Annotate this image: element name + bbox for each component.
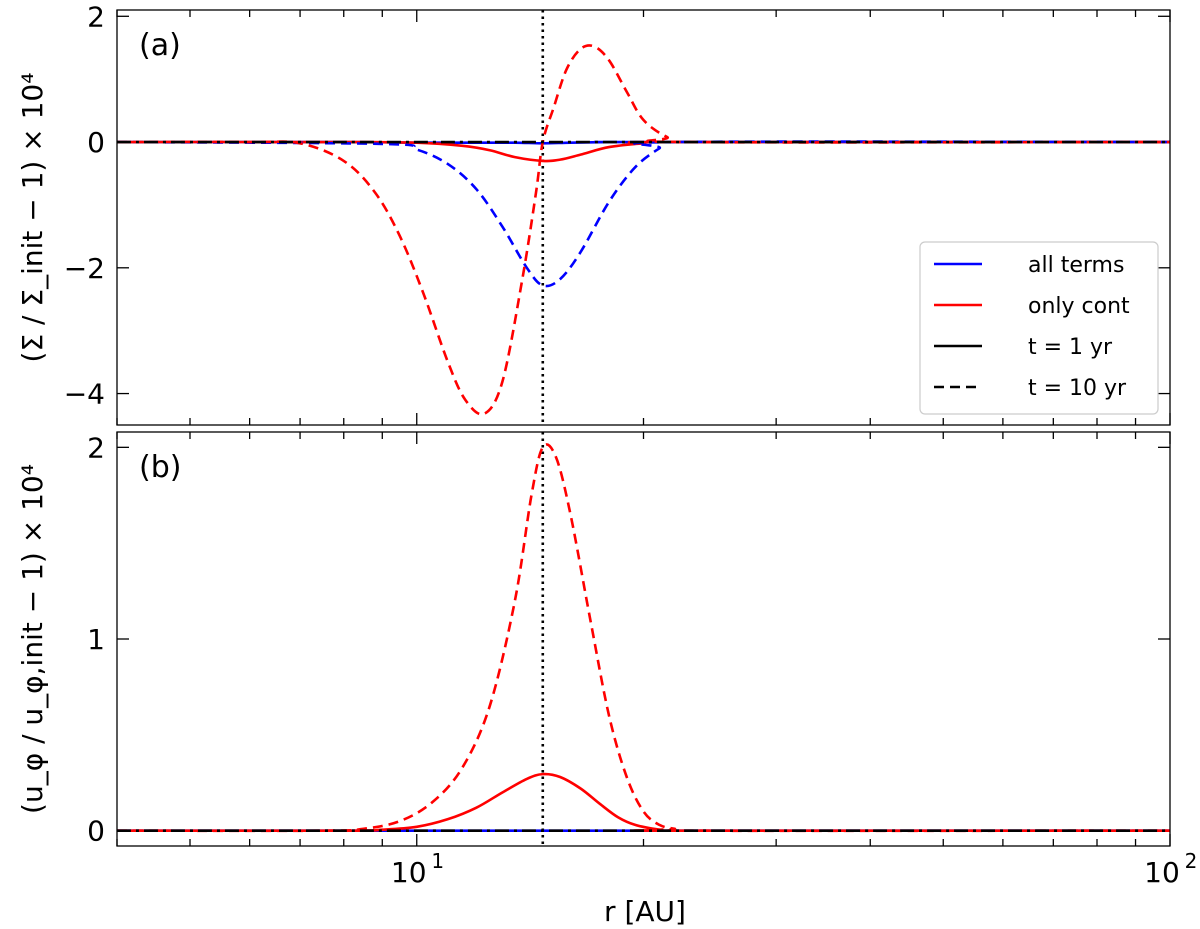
y-tick-label: −2: [64, 252, 105, 285]
legend-label-3: t = 1 yr: [1028, 335, 1113, 360]
legend: all terms only cont t = 1 yr t = 10 yr: [919, 241, 1159, 415]
y-tick-label: 0: [87, 126, 105, 159]
series-line-solid-red: [117, 772, 1170, 833]
series-line-dashed-red: [117, 44, 1170, 416]
x-tick-exponent: 1: [431, 849, 444, 873]
series-group: [117, 443, 1170, 833]
x-tick-labels: 10 1 10 2: [391, 849, 1197, 889]
axes-frame: [116, 9, 1171, 426]
x-axis-label-group: r [AU]: [604, 895, 686, 928]
panel-a: 2 0 −2 −4 (a) (Σ / Σ_init − 1) × 10⁴: [16, 0, 1171, 426]
y-tick-label: 1: [87, 623, 105, 656]
axes-frame: [116, 431, 1171, 847]
legend-label-1: all terms: [1028, 253, 1124, 278]
y-tick-label: 2: [87, 431, 105, 464]
y-tick-label: −4: [64, 378, 105, 411]
x-ticks: [116, 432, 1171, 846]
panel-label: (b): [139, 450, 181, 485]
x-axis-label: r [AU]: [604, 895, 686, 928]
y-axis-label: (Σ / Σ_init − 1) × 10⁴: [16, 73, 49, 363]
series-group: [117, 44, 1170, 416]
y-tick-label: 2: [87, 0, 105, 33]
x-tick-label: 10: [1144, 856, 1180, 889]
legend-label-4: t = 10 yr: [1028, 376, 1127, 401]
y-ticks: 2 1 0: [87, 431, 1170, 848]
y-axis-label: (u_φ / u_φ,init − 1) × 10⁴: [16, 464, 49, 814]
series-line-dashed-red: [117, 443, 1170, 833]
x-tick-exponent: 2: [1185, 849, 1198, 873]
x-tick-label: 10: [391, 856, 427, 889]
legend-box: [919, 241, 1159, 415]
panel-label: (a): [139, 28, 181, 63]
y-ticks: 2 0 −2 −4: [64, 0, 1170, 411]
y-tick-label: 0: [87, 815, 105, 848]
legend-label-2: only cont: [1028, 294, 1130, 319]
